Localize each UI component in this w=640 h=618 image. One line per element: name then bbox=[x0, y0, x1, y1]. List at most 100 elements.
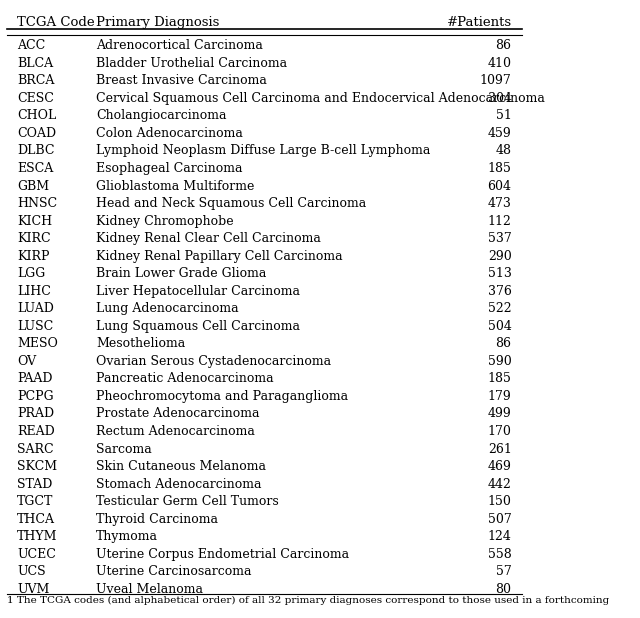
Text: KIRP: KIRP bbox=[17, 250, 50, 263]
Text: Uterine Corpus Endometrial Carcinoma: Uterine Corpus Endometrial Carcinoma bbox=[96, 548, 349, 561]
Text: Colon Adenocarcinoma: Colon Adenocarcinoma bbox=[96, 127, 243, 140]
Text: Kidney Renal Papillary Cell Carcinoma: Kidney Renal Papillary Cell Carcinoma bbox=[96, 250, 342, 263]
Text: Pancreatic Adenocarcinoma: Pancreatic Adenocarcinoma bbox=[96, 373, 274, 386]
Text: UVM: UVM bbox=[17, 583, 49, 596]
Text: 86: 86 bbox=[495, 40, 511, 53]
Text: 1 The TCGA codes (and alphabetical order) of all 32 primary diagnoses correspond: 1 The TCGA codes (and alphabetical order… bbox=[6, 595, 609, 604]
Text: 376: 376 bbox=[488, 285, 511, 298]
Text: Cholangiocarcinoma: Cholangiocarcinoma bbox=[96, 109, 227, 122]
Text: COAD: COAD bbox=[17, 127, 56, 140]
Text: Kidney Chromophobe: Kidney Chromophobe bbox=[96, 214, 234, 227]
Text: GBM: GBM bbox=[17, 179, 49, 193]
Text: MESO: MESO bbox=[17, 337, 58, 350]
Text: Uveal Melanoma: Uveal Melanoma bbox=[96, 583, 203, 596]
Text: PRAD: PRAD bbox=[17, 407, 54, 420]
Text: 51: 51 bbox=[496, 109, 511, 122]
Text: 48: 48 bbox=[495, 145, 511, 158]
Text: Thymoma: Thymoma bbox=[96, 530, 158, 543]
Text: 504: 504 bbox=[488, 320, 511, 332]
Text: 185: 185 bbox=[488, 373, 511, 386]
Text: Head and Neck Squamous Cell Carcinoma: Head and Neck Squamous Cell Carcinoma bbox=[96, 197, 366, 210]
Text: ESCA: ESCA bbox=[17, 162, 53, 175]
Text: Testicular Germ Cell Tumors: Testicular Germ Cell Tumors bbox=[96, 495, 279, 508]
Text: Ovarian Serous Cystadenocarcinoma: Ovarian Serous Cystadenocarcinoma bbox=[96, 355, 331, 368]
Text: 507: 507 bbox=[488, 513, 511, 526]
Text: PAAD: PAAD bbox=[17, 373, 52, 386]
Text: Kidney Renal Clear Cell Carcinoma: Kidney Renal Clear Cell Carcinoma bbox=[96, 232, 321, 245]
Text: Brain Lower Grade Glioma: Brain Lower Grade Glioma bbox=[96, 267, 266, 280]
Text: Primary Diagnosis: Primary Diagnosis bbox=[96, 17, 220, 30]
Text: Liver Hepatocellular Carcinoma: Liver Hepatocellular Carcinoma bbox=[96, 285, 300, 298]
Text: KIRC: KIRC bbox=[17, 232, 51, 245]
Text: Esophageal Carcinoma: Esophageal Carcinoma bbox=[96, 162, 243, 175]
Text: 442: 442 bbox=[488, 478, 511, 491]
Text: DLBC: DLBC bbox=[17, 145, 54, 158]
Text: Lung Squamous Cell Carcinoma: Lung Squamous Cell Carcinoma bbox=[96, 320, 300, 332]
Text: Lung Adenocarcinoma: Lung Adenocarcinoma bbox=[96, 302, 239, 315]
Text: Uterine Carcinosarcoma: Uterine Carcinosarcoma bbox=[96, 565, 252, 578]
Text: UCEC: UCEC bbox=[17, 548, 56, 561]
Text: 112: 112 bbox=[488, 214, 511, 227]
Text: READ: READ bbox=[17, 425, 55, 438]
Text: Stomach Adenocarcinoma: Stomach Adenocarcinoma bbox=[96, 478, 262, 491]
Text: Mesothelioma: Mesothelioma bbox=[96, 337, 186, 350]
Text: 558: 558 bbox=[488, 548, 511, 561]
Text: Skin Cutaneous Melanoma: Skin Cutaneous Melanoma bbox=[96, 460, 266, 473]
Text: CESC: CESC bbox=[17, 92, 54, 105]
Text: Cervical Squamous Cell Carcinoma and Endocervical Adenocarcinoma: Cervical Squamous Cell Carcinoma and End… bbox=[96, 92, 545, 105]
Text: 410: 410 bbox=[488, 57, 511, 70]
Text: Prostate Adenocarcinoma: Prostate Adenocarcinoma bbox=[96, 407, 260, 420]
Text: LGG: LGG bbox=[17, 267, 45, 280]
Text: PCPG: PCPG bbox=[17, 390, 54, 403]
Text: STAD: STAD bbox=[17, 478, 52, 491]
Text: UCS: UCS bbox=[17, 565, 46, 578]
Text: Bladder Urothelial Carcinoma: Bladder Urothelial Carcinoma bbox=[96, 57, 287, 70]
Text: #Patients: #Patients bbox=[447, 17, 511, 30]
Text: LUAD: LUAD bbox=[17, 302, 54, 315]
Text: BLCA: BLCA bbox=[17, 57, 53, 70]
Text: ACC: ACC bbox=[17, 40, 45, 53]
Text: 179: 179 bbox=[488, 390, 511, 403]
Text: 522: 522 bbox=[488, 302, 511, 315]
Text: OV: OV bbox=[17, 355, 36, 368]
Text: Lymphoid Neoplasm Diffuse Large B-cell Lymphoma: Lymphoid Neoplasm Diffuse Large B-cell L… bbox=[96, 145, 431, 158]
Text: TGCT: TGCT bbox=[17, 495, 54, 508]
Text: 86: 86 bbox=[495, 337, 511, 350]
Text: 469: 469 bbox=[488, 460, 511, 473]
Text: 590: 590 bbox=[488, 355, 511, 368]
Text: Pheochromocytoma and Paraganglioma: Pheochromocytoma and Paraganglioma bbox=[96, 390, 348, 403]
Text: 57: 57 bbox=[496, 565, 511, 578]
Text: 604: 604 bbox=[488, 179, 511, 193]
Text: SKCM: SKCM bbox=[17, 460, 58, 473]
Text: LUSC: LUSC bbox=[17, 320, 53, 332]
Text: Adrenocortical Carcinoma: Adrenocortical Carcinoma bbox=[96, 40, 263, 53]
Text: 290: 290 bbox=[488, 250, 511, 263]
Text: LIHC: LIHC bbox=[17, 285, 51, 298]
Text: 473: 473 bbox=[488, 197, 511, 210]
Text: THCA: THCA bbox=[17, 513, 55, 526]
Text: 513: 513 bbox=[488, 267, 511, 280]
Text: 499: 499 bbox=[488, 407, 511, 420]
Text: THYM: THYM bbox=[17, 530, 58, 543]
Text: 261: 261 bbox=[488, 442, 511, 455]
Text: 185: 185 bbox=[488, 162, 511, 175]
Text: 1097: 1097 bbox=[480, 74, 511, 87]
Text: HNSC: HNSC bbox=[17, 197, 58, 210]
Text: Rectum Adenocarcinoma: Rectum Adenocarcinoma bbox=[96, 425, 255, 438]
Text: BRCA: BRCA bbox=[17, 74, 54, 87]
Text: Breast Invasive Carcinoma: Breast Invasive Carcinoma bbox=[96, 74, 267, 87]
Text: 537: 537 bbox=[488, 232, 511, 245]
Text: 459: 459 bbox=[488, 127, 511, 140]
Text: 124: 124 bbox=[488, 530, 511, 543]
Text: KICH: KICH bbox=[17, 214, 52, 227]
Text: Glioblastoma Multiforme: Glioblastoma Multiforme bbox=[96, 179, 255, 193]
Text: Thyroid Carcinoma: Thyroid Carcinoma bbox=[96, 513, 218, 526]
Text: 150: 150 bbox=[488, 495, 511, 508]
Text: 80: 80 bbox=[495, 583, 511, 596]
Text: Sarcoma: Sarcoma bbox=[96, 442, 152, 455]
Text: 304: 304 bbox=[488, 92, 511, 105]
Text: 170: 170 bbox=[488, 425, 511, 438]
Text: CHOL: CHOL bbox=[17, 109, 56, 122]
Text: SARC: SARC bbox=[17, 442, 54, 455]
Text: TCGA Code: TCGA Code bbox=[17, 17, 95, 30]
